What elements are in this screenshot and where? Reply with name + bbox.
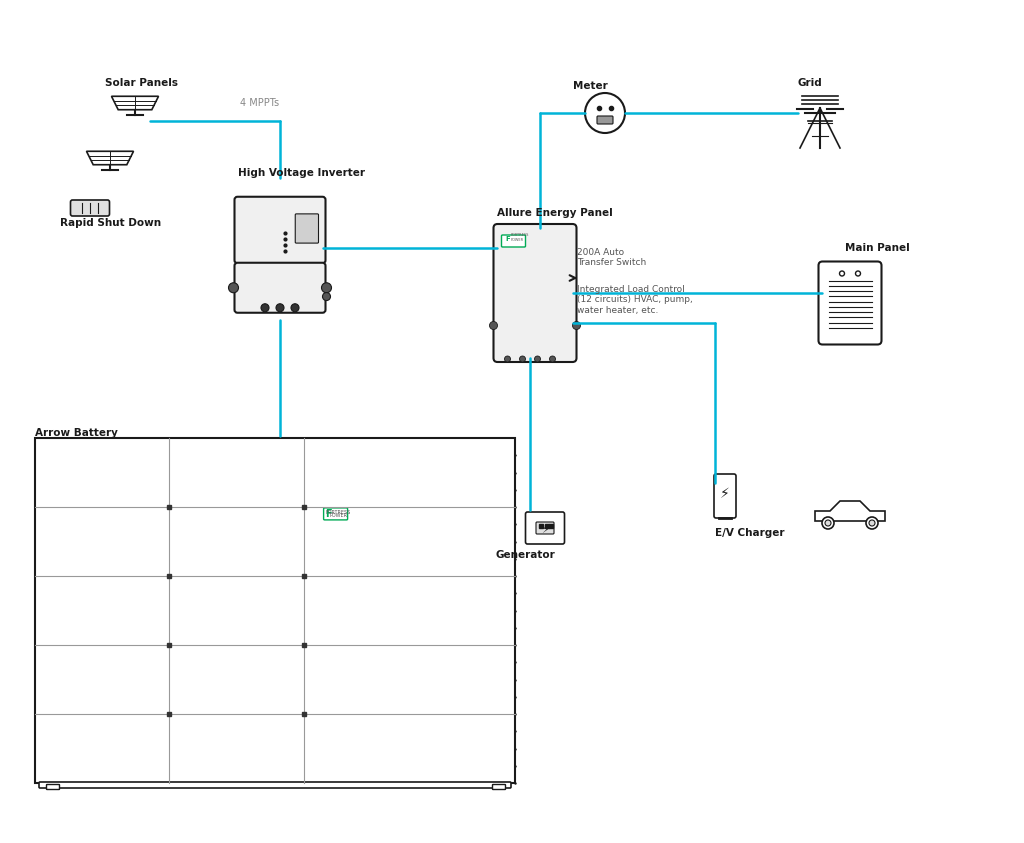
Polygon shape (815, 501, 885, 521)
Text: FORTRESS: FORTRESS (326, 510, 351, 515)
Circle shape (869, 520, 874, 526)
FancyBboxPatch shape (71, 200, 110, 216)
FancyBboxPatch shape (818, 261, 882, 345)
Circle shape (505, 356, 511, 362)
FancyBboxPatch shape (324, 507, 347, 520)
FancyBboxPatch shape (295, 214, 318, 243)
Text: POWER: POWER (330, 513, 347, 518)
Text: Integrated Load Control
(12 circuits) HVAC, pump,
water heater, etc.: Integrated Load Control (12 circuits) HV… (577, 285, 693, 314)
Circle shape (572, 321, 581, 330)
Circle shape (489, 321, 498, 330)
Text: ⚡: ⚡ (720, 487, 730, 501)
Text: ⚡: ⚡ (541, 525, 549, 535)
FancyBboxPatch shape (714, 474, 736, 518)
FancyBboxPatch shape (46, 785, 59, 790)
FancyBboxPatch shape (525, 512, 564, 544)
FancyBboxPatch shape (494, 224, 577, 362)
Circle shape (535, 356, 541, 362)
Text: Grid: Grid (798, 78, 822, 88)
Text: 4 MPPTs: 4 MPPTs (240, 98, 280, 108)
Text: Main Panel: Main Panel (845, 243, 909, 253)
Text: F: F (506, 236, 510, 242)
Text: High Voltage Inverter: High Voltage Inverter (238, 168, 365, 178)
FancyBboxPatch shape (502, 235, 525, 247)
FancyBboxPatch shape (536, 522, 554, 534)
Text: F: F (326, 509, 332, 519)
Text: 200A Auto
Transfer Switch: 200A Auto Transfer Switch (577, 248, 646, 267)
Circle shape (866, 517, 878, 529)
FancyBboxPatch shape (39, 782, 511, 788)
FancyBboxPatch shape (234, 196, 326, 263)
Circle shape (585, 93, 625, 133)
FancyBboxPatch shape (597, 116, 613, 124)
Text: Generator: Generator (496, 550, 555, 560)
FancyBboxPatch shape (35, 438, 515, 783)
Circle shape (822, 517, 834, 529)
Circle shape (825, 520, 831, 526)
Circle shape (291, 303, 299, 312)
Text: FORTRESS
POWER: FORTRESS POWER (511, 234, 528, 242)
Circle shape (261, 303, 269, 312)
Circle shape (228, 282, 239, 293)
FancyBboxPatch shape (493, 785, 506, 790)
Circle shape (550, 356, 555, 362)
Circle shape (276, 303, 284, 312)
Text: E/V Charger: E/V Charger (715, 528, 784, 538)
Text: Meter: Meter (572, 81, 607, 91)
Text: Rapid Shut Down: Rapid Shut Down (60, 218, 161, 228)
Circle shape (519, 356, 525, 362)
FancyBboxPatch shape (234, 263, 326, 313)
Circle shape (323, 293, 331, 301)
Circle shape (322, 282, 332, 293)
Text: Arrow Battery: Arrow Battery (35, 428, 118, 438)
Text: Allure Energy Panel: Allure Energy Panel (497, 208, 612, 218)
Text: Solar Panels: Solar Panels (105, 78, 178, 88)
